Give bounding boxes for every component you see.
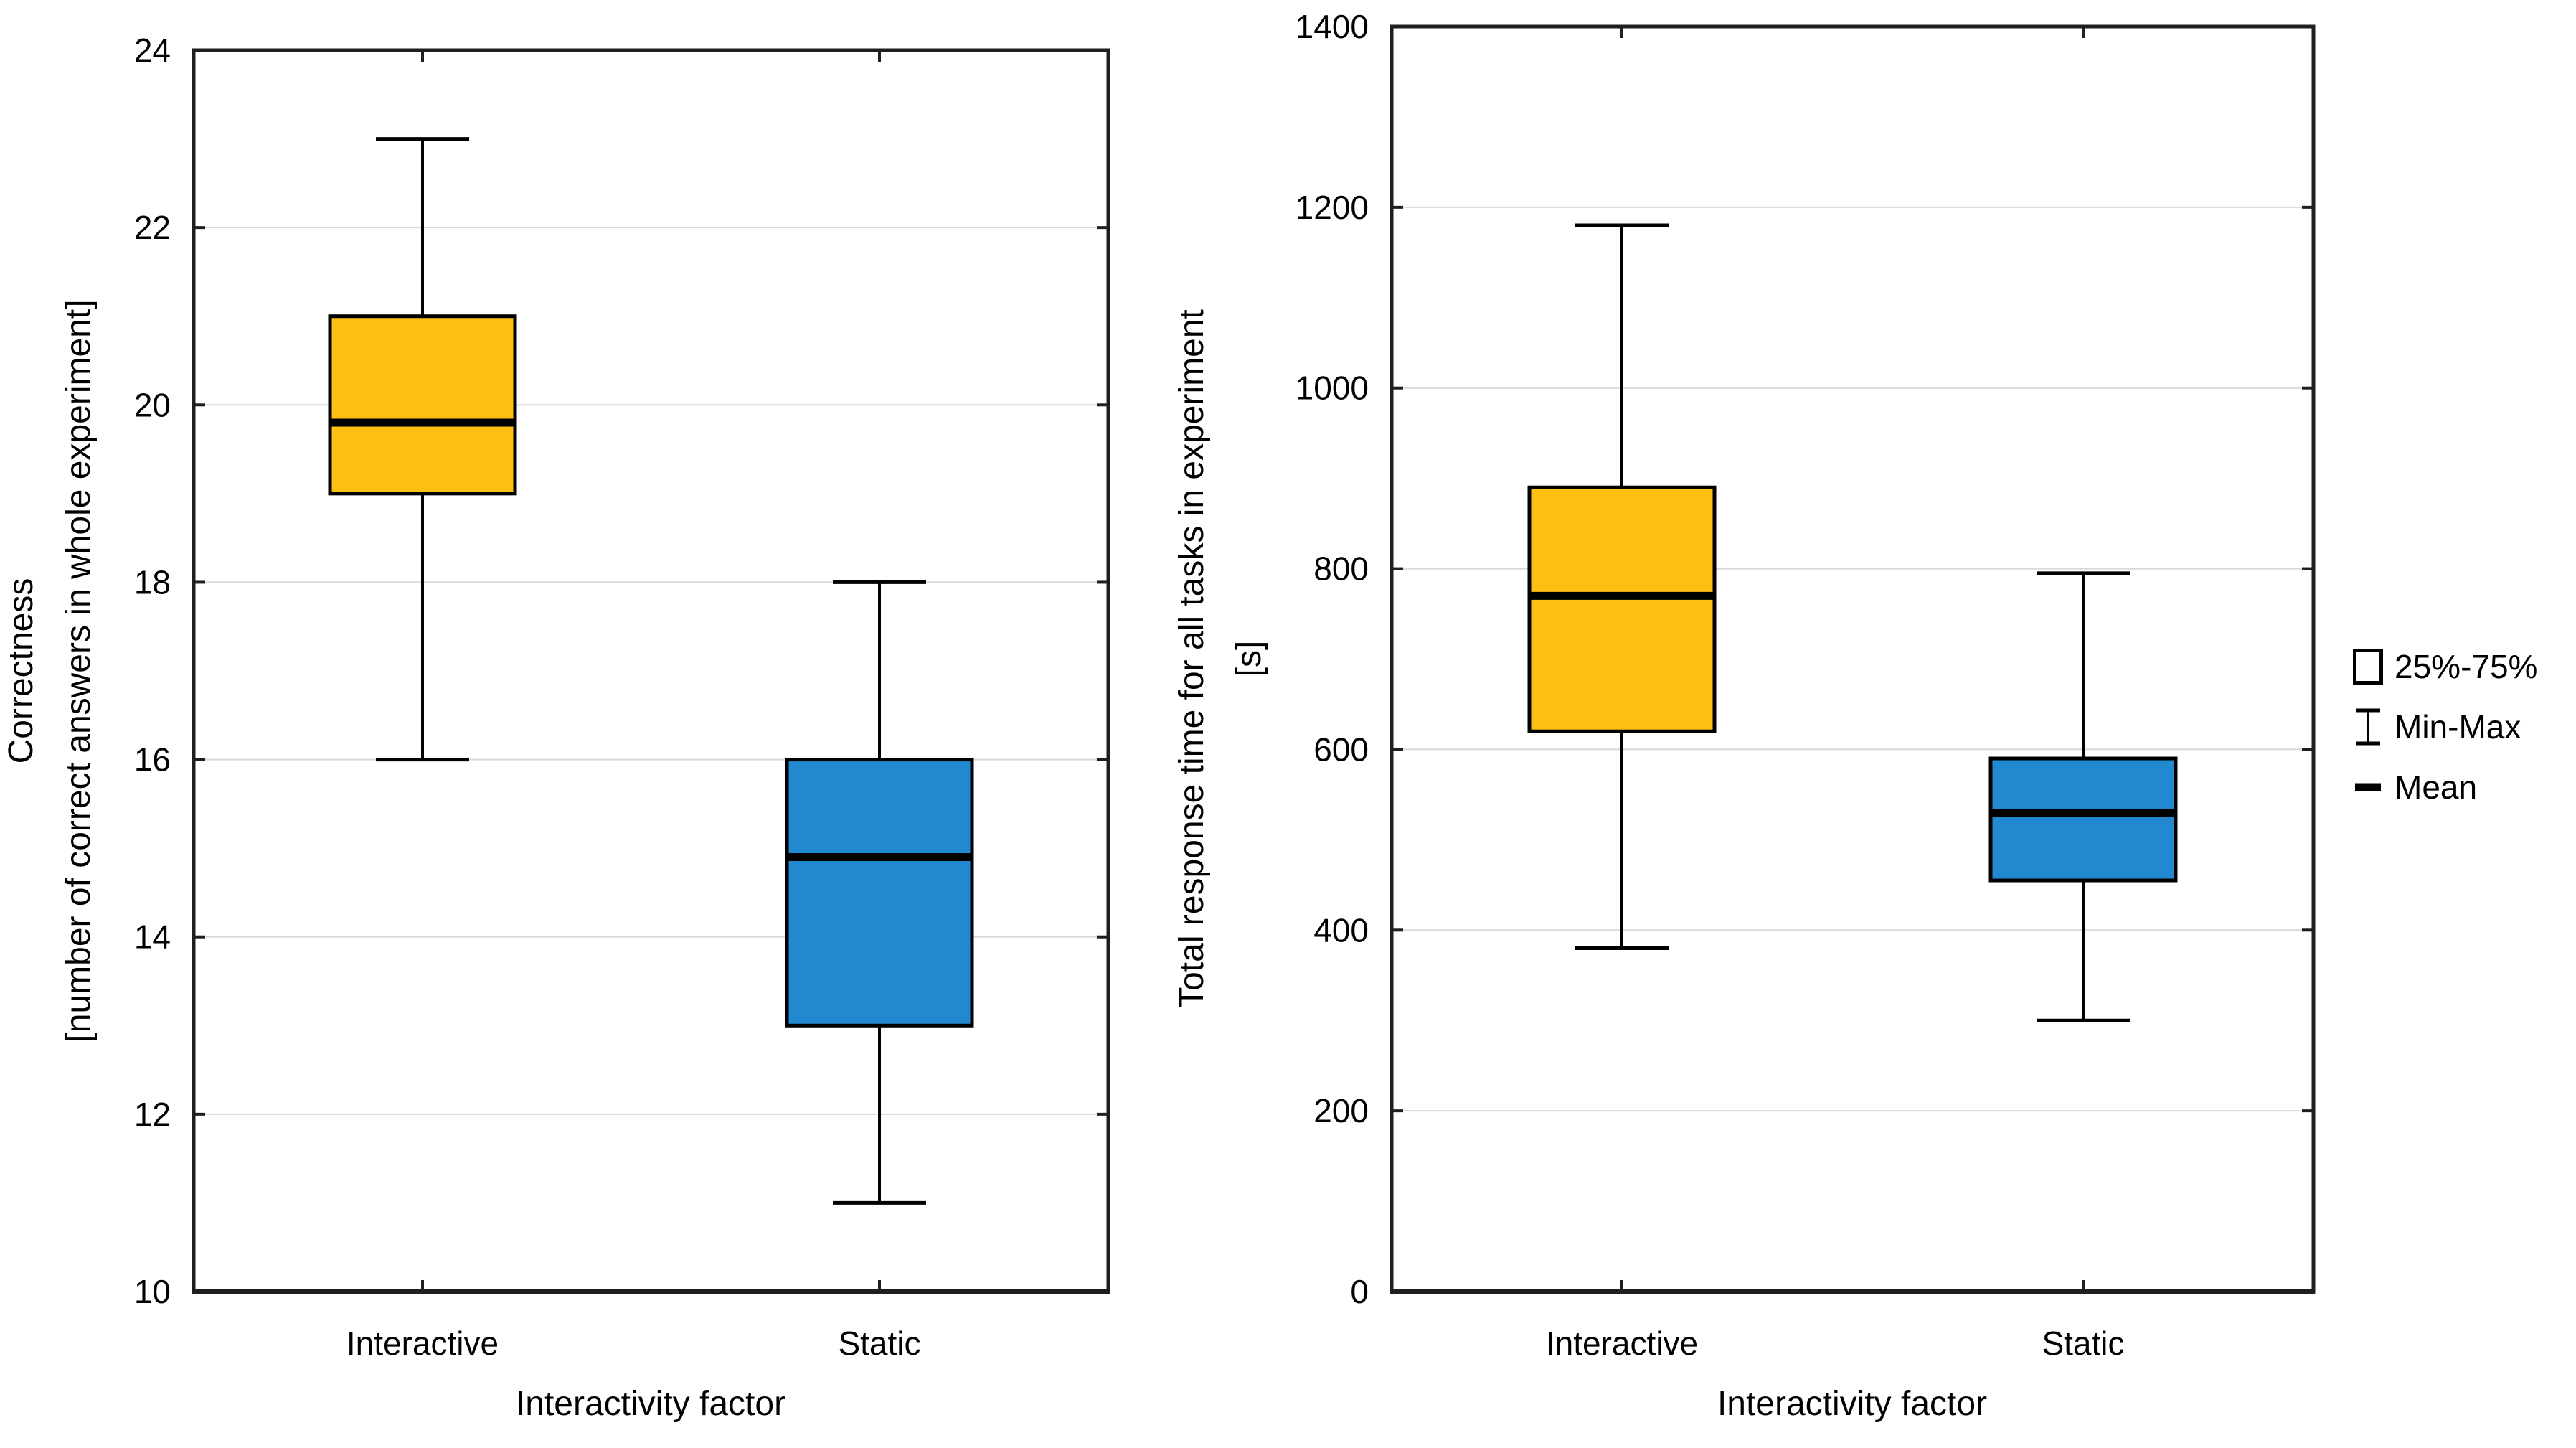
legend-label-min-max: Min-Max xyxy=(2395,708,2521,746)
y-tick-label: 12 xyxy=(134,1096,171,1133)
y-tick-label: 0 xyxy=(1350,1273,1369,1310)
box-range-icon xyxy=(2351,648,2384,685)
x-tick-label: Interactive xyxy=(346,1325,499,1362)
y-tick-label: 600 xyxy=(1313,730,1369,768)
legend-label-mean: Mean xyxy=(2395,768,2478,806)
response-time-plot-layer: 0 200 400 600 800 1000 1200 1400 Interactive Stat… xyxy=(1296,8,2316,1362)
left-y-axis-label-line2: [number of correct answers in whole expe… xyxy=(60,299,98,1042)
plot-border xyxy=(192,48,1110,1294)
y-tick-label: 20 xyxy=(134,386,171,423)
y-tick-label: 10 xyxy=(134,1273,171,1310)
y-tick-label: 200 xyxy=(1313,1092,1369,1129)
iqr-box xyxy=(328,314,517,496)
y-tick-label: 1400 xyxy=(1296,8,1369,45)
right-y-axis-label-line1: Total response time for all tasks in exp… xyxy=(1173,309,1211,1008)
legend-item-box-range: 25%-75% xyxy=(2351,647,2537,687)
iqr-box xyxy=(1527,485,1717,733)
legend-item-min-max: Min-Max xyxy=(2351,707,2537,747)
y-tick-label: 16 xyxy=(134,741,171,779)
box-group-interactive xyxy=(1527,223,1717,950)
correctness-plot-layer: 10 12 14 16 18 20 22 24 Interactive Static xyxy=(134,32,1110,1362)
y-tick-label: 1000 xyxy=(1296,370,1369,407)
box-group-interactive xyxy=(328,137,517,762)
y-tick-label: 800 xyxy=(1313,550,1369,588)
y-tick-label: 24 xyxy=(134,32,171,69)
legend-label-box-range: 25%-75% xyxy=(2395,648,2538,685)
right-x-axis-label: Interactivity factor xyxy=(1717,1385,1987,1423)
left-y-axis-label-line1: Correctness xyxy=(2,578,40,764)
y-tick-label: 18 xyxy=(134,563,171,601)
legend-item-mean: Mean xyxy=(2351,767,2537,807)
iqr-box xyxy=(1988,756,2178,883)
x-tick-label: Static xyxy=(838,1325,920,1362)
left-x-axis-label: Interactivity factor xyxy=(516,1385,785,1423)
y-tick-label: 22 xyxy=(134,209,171,246)
box-group-static xyxy=(785,580,974,1205)
box-group-static xyxy=(1988,571,2178,1022)
y-tick-label: 400 xyxy=(1313,911,1369,949)
y-tick-label: 14 xyxy=(134,918,171,956)
right-y-axis-label-line2: [s] xyxy=(1230,641,1268,677)
iqr-box xyxy=(785,758,974,1028)
correctness-chart: 10 12 14 16 18 20 22 24 Interactive Static Correc… xyxy=(2,32,1110,1423)
x-tick-label: Static xyxy=(2042,1325,2124,1362)
response-time-chart: 0 200 400 600 800 1000 1200 1400 Interactive Stat… xyxy=(1173,8,2316,1423)
mean-icon xyxy=(2351,780,2384,794)
y-tick-label: 1200 xyxy=(1296,189,1369,226)
legend: 25%-75% Min-Max Mean xyxy=(2351,647,2537,827)
min-max-icon xyxy=(2351,707,2384,747)
x-tick-label: Interactive xyxy=(1546,1325,1698,1362)
